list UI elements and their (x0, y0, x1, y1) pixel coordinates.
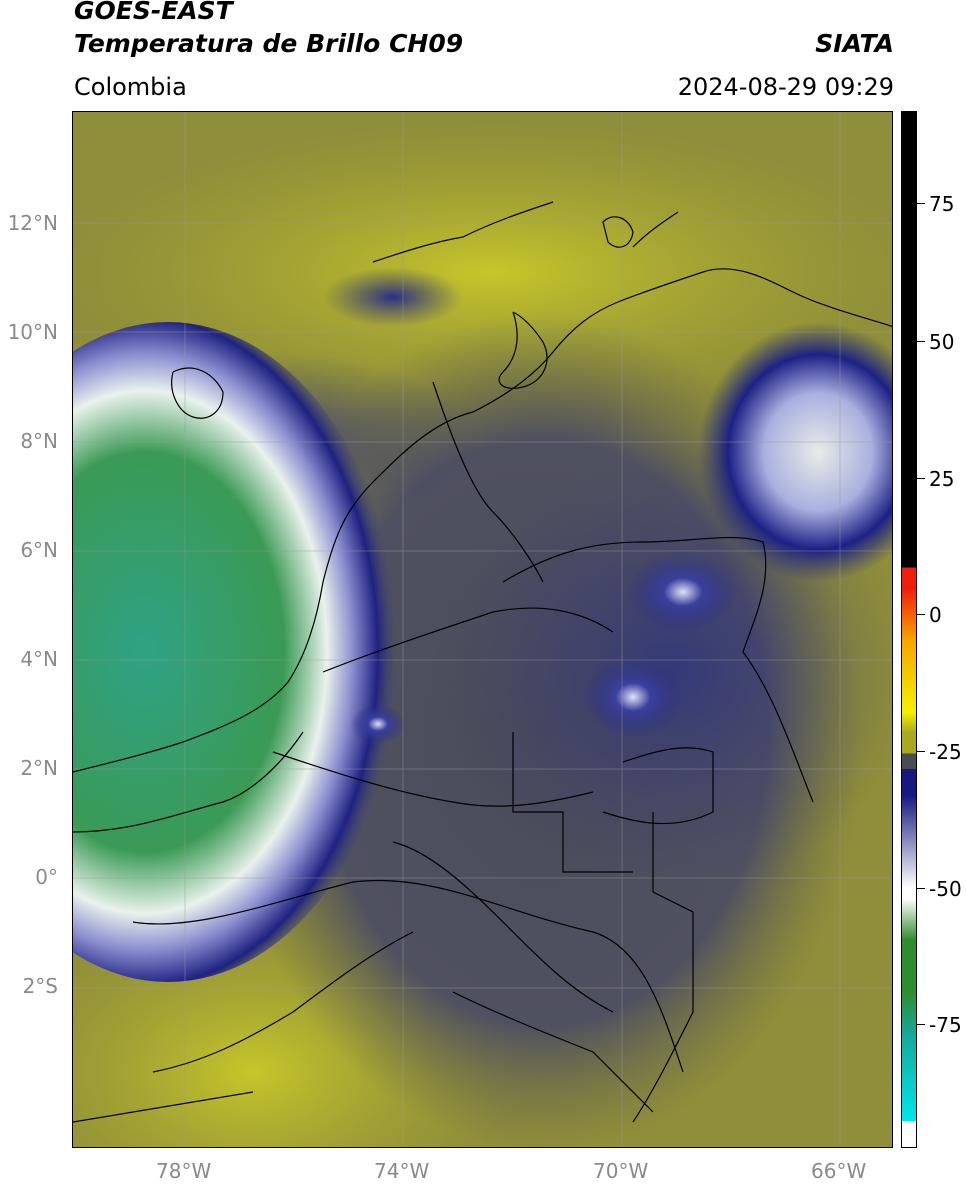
colorbar-tick (917, 341, 925, 342)
datetime-label: 2024-08-29 09:29 (677, 73, 894, 101)
colorbar-label-75: 75 (929, 192, 955, 216)
region-label: Colombia (74, 73, 187, 101)
lat-label-10n: 10°N (7, 320, 58, 344)
org-label: SIATA (815, 29, 894, 58)
lat-label-0: 0° (35, 865, 58, 889)
colorbar-tick (917, 1024, 925, 1025)
colorbar-tick (917, 888, 925, 889)
lon-label-74w: 74°W (374, 1159, 430, 1183)
map-canvas (73, 112, 892, 1147)
lat-label-8n: 8°N (20, 429, 58, 453)
lat-label-2s: 2°S (22, 974, 58, 998)
lon-label-70w: 70°W (593, 1159, 649, 1183)
lat-label-12n: 12°N (7, 211, 58, 235)
brightness-temperature-map (72, 111, 893, 1148)
colorbar-label-minus25: -25 (929, 740, 962, 764)
colorbar-tick (917, 203, 925, 204)
colorbar (901, 111, 917, 1148)
colorbar-label-50: 50 (929, 330, 955, 354)
lat-label-4n: 4°N (20, 647, 58, 671)
lat-label-6n: 6°N (20, 538, 58, 562)
lon-label-66w: 66°W (811, 1159, 867, 1183)
lat-label-2n: 2°N (20, 756, 58, 780)
colorbar-label-0: 0 (929, 603, 942, 627)
product-title: Temperatura de Brillo CH09 (74, 29, 464, 58)
colorbar-label-minus75: -75 (929, 1013, 962, 1037)
satellite-title: GOES-EAST (74, 0, 233, 25)
lon-label-78w: 78°W (156, 1159, 212, 1183)
colorbar-tick (917, 751, 925, 752)
colorbar-label-minus50: -50 (929, 877, 962, 901)
colorbar-label-25: 25 (929, 467, 955, 491)
colorbar-tick (917, 478, 925, 479)
colorbar-tick (917, 614, 925, 615)
